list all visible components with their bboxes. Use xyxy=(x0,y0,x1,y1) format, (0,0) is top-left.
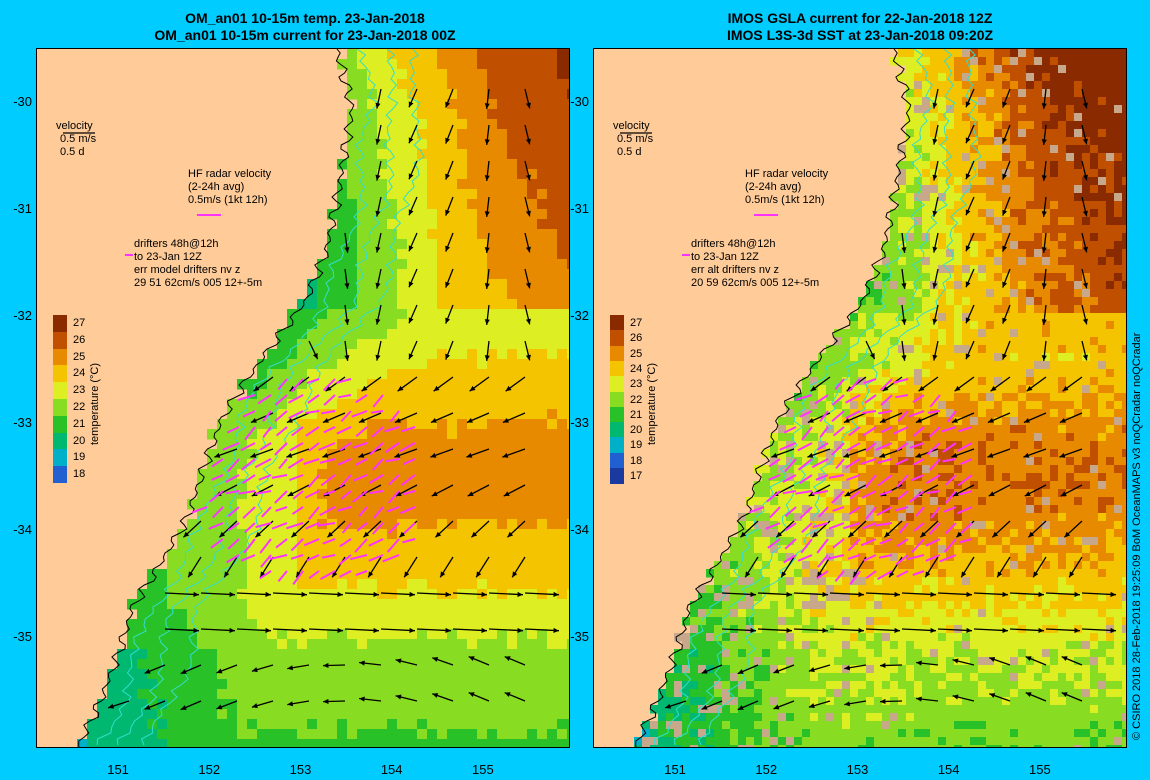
current-vectors xyxy=(107,88,560,711)
colorbar-tick-label: 26 xyxy=(630,332,643,345)
hf-radar-legend: HF radar velocity (2-24h avg) 0.5m/s (1kt … xyxy=(745,168,829,206)
hf-radar-vectors xyxy=(748,378,973,585)
colorbar-segment xyxy=(53,399,67,417)
latitude-tick-label: -32 xyxy=(13,307,32,323)
credit-text: © CSIRO 2018 28-Feb-2018 19:25:09 BoM Oc… xyxy=(1131,332,1143,740)
current-vectors xyxy=(664,88,1117,711)
map-canvas xyxy=(594,49,1126,747)
colorbar-segment xyxy=(610,437,624,454)
colorbar-tick-label: 19 xyxy=(630,439,643,452)
latitude-tick-label: -32 xyxy=(570,307,589,323)
colorbar-segment xyxy=(610,376,624,392)
colorbar-segment xyxy=(53,382,67,400)
colorbar-segment xyxy=(610,422,624,438)
latitude-tick-label: -34 xyxy=(570,521,589,537)
left-panel-title: OM_an01 10-15m temp. 23-Jan-2018 OM_an01… xyxy=(40,10,570,44)
colorbar-segment xyxy=(53,449,67,467)
latitude-tick-label: -30 xyxy=(570,93,589,109)
latitude-tick-label: -34 xyxy=(13,521,32,537)
colorbar-tick-label: 27 xyxy=(630,317,643,329)
colorbar-tick-label: 23 xyxy=(630,378,643,391)
colorbar-tick-label: 20 xyxy=(73,434,86,447)
map-canvas xyxy=(37,49,569,747)
latitude-tick-label: -31 xyxy=(13,200,32,216)
colorbar-segment xyxy=(610,406,624,423)
colorbar-title: temperature (°C) xyxy=(89,362,101,445)
colorbar-tick-label: 21 xyxy=(73,417,86,430)
latitude-tick-label: -30 xyxy=(13,93,32,109)
longitude-tick-label: 155 xyxy=(472,762,494,777)
colorbar-tick-label: 22 xyxy=(73,401,86,413)
colorbar-tick-label: 20 xyxy=(630,424,643,437)
left-title-line1: OM_an01 10-15m temp. 23-Jan-2018 xyxy=(185,10,425,26)
colorbar-segment xyxy=(53,466,67,484)
latitude-tick-label: -35 xyxy=(570,628,589,644)
colorbar-tick-label: 24 xyxy=(630,362,643,375)
colorbar-segment xyxy=(610,452,624,469)
latitude-tick-label: -33 xyxy=(570,414,589,430)
coastline xyxy=(635,49,912,747)
left-title-line2: OM_an01 10-15m current for 23-Jan-2018 0… xyxy=(154,27,456,43)
colorbar-title: temperature (°C) xyxy=(646,362,658,445)
colorbar-segment xyxy=(610,468,624,484)
colorbar-segment xyxy=(53,415,67,434)
colorbar-tick-label: 25 xyxy=(73,350,86,363)
colorbar-tick-label: 18 xyxy=(73,468,86,481)
longitude-tick-label: 152 xyxy=(755,762,778,777)
longitude-tick-label: 154 xyxy=(380,762,403,777)
coastline xyxy=(78,49,355,747)
colorbar-tick-label: 27 xyxy=(73,317,86,329)
sst-field xyxy=(77,49,569,747)
colorbar-tick-label: 22 xyxy=(630,393,643,406)
colorbar-segment xyxy=(610,391,624,408)
longitude-tick-label: 153 xyxy=(289,762,312,777)
latitude-tick-label: -33 xyxy=(13,414,32,430)
left-sst-map xyxy=(36,48,570,748)
velocity-legend: velocity 0.5 m/s 0.5 d xyxy=(56,120,97,158)
colorbar-tick-label: 24 xyxy=(73,367,86,380)
velocity-legend: velocity 0.5 m/s 0.5 d xyxy=(613,120,654,158)
longitude-tick-label: 151 xyxy=(664,762,686,777)
right-panel-title: IMOS GSLA current for 22-Jan-2018 12Z IM… xyxy=(595,10,1125,44)
latitude-tick-label: -31 xyxy=(570,200,589,216)
longitude-tick-label: 153 xyxy=(846,762,869,777)
colorbar-segment xyxy=(53,315,67,333)
longitude-tick-label: 152 xyxy=(198,762,221,777)
colorbar-segment xyxy=(610,345,624,362)
colorbar-tick-label: 21 xyxy=(630,408,643,421)
colorbar-tick-label: 23 xyxy=(73,384,86,397)
longitude-tick-label: 154 xyxy=(937,762,960,777)
colorbar-segment xyxy=(610,330,624,347)
colorbar-segment xyxy=(53,331,67,350)
hf-radar-legend: HF radar velocity (2-24h avg) 0.5m/s (1kt … xyxy=(188,168,272,206)
colorbar-tick-label: 17 xyxy=(630,470,643,482)
colorbar-segment xyxy=(53,365,67,383)
colorbar-tick-label: 26 xyxy=(73,333,86,346)
colorbar-segment xyxy=(610,360,624,377)
colorbar-segment xyxy=(53,348,67,366)
right-title-line1: IMOS GSLA current for 22-Jan-2018 12Z xyxy=(727,10,993,26)
colorbar-segment xyxy=(610,315,624,331)
drifter-legend: drifters 48h@12h to 23-Jan 12Z err alt dri… xyxy=(691,238,820,289)
colorbar-tick-label: 25 xyxy=(630,347,643,360)
colorbar-tick-label: 19 xyxy=(73,451,86,464)
colorbar-tick-label: 18 xyxy=(630,454,643,467)
colorbar-segment xyxy=(53,432,67,450)
hf-radar-vectors xyxy=(191,378,416,585)
latitude-tick-label: -35 xyxy=(13,628,32,644)
right-title-line2: IMOS L3S-3d SST at 23-Jan-2018 09:20Z xyxy=(726,27,994,43)
drifter-legend: drifters 48h@12h to 23-Jan 12Z err model d… xyxy=(134,238,263,289)
longitude-tick-label: 155 xyxy=(1029,762,1051,777)
longitude-tick-label: 151 xyxy=(107,762,129,777)
temperature-colorbar xyxy=(610,315,624,484)
right-sst-map xyxy=(593,48,1127,748)
temperature-colorbar xyxy=(53,315,67,484)
